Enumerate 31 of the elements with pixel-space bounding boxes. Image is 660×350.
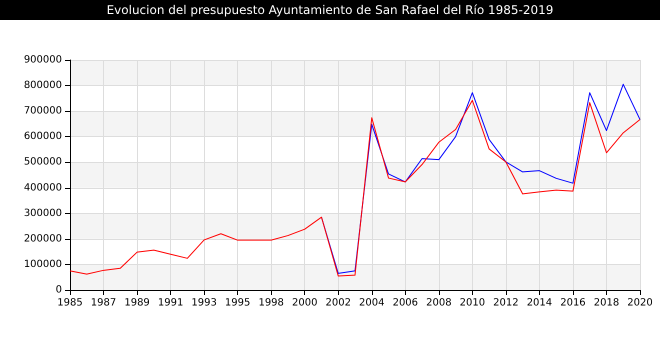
line-series bbox=[70, 100, 640, 276]
y-tick-label: 900000 bbox=[24, 54, 62, 66]
x-tick-label: 2014 bbox=[526, 298, 552, 308]
x-tick-label: 1989 bbox=[124, 298, 150, 308]
x-tick-label: 1985 bbox=[57, 298, 83, 308]
y-tick-label: 500000 bbox=[24, 156, 62, 168]
x-tick-label: 2012 bbox=[493, 298, 519, 308]
x-tick-label: 2002 bbox=[326, 298, 351, 308]
x-tick-label: 2010 bbox=[460, 298, 486, 308]
y-tick-label: 100000 bbox=[24, 258, 62, 270]
y-tick-label: 300000 bbox=[24, 208, 62, 219]
x-tick-label: 2018 bbox=[594, 298, 620, 308]
y-tick-label: 800000 bbox=[24, 80, 62, 92]
chart-title: Evolucion del presupuesto Ayuntamiento de San Rafael del Río 1985-2019 bbox=[0, 0, 660, 20]
x-tick-label: 1998 bbox=[258, 298, 284, 308]
x-tick-label: 2004 bbox=[359, 298, 384, 308]
x-tick-label: 2006 bbox=[392, 298, 418, 308]
line-series bbox=[320, 84, 640, 274]
y-tick-label: 700000 bbox=[24, 106, 62, 117]
y-tick-label: 600000 bbox=[24, 131, 62, 142]
x-tick-label: 2008 bbox=[426, 298, 452, 308]
x-tick-label: 2000 bbox=[292, 298, 318, 308]
x-tick-label: 1991 bbox=[158, 298, 184, 308]
x-tick-label: 1995 bbox=[224, 298, 250, 308]
y-tick-label: 0 bbox=[56, 284, 62, 296]
x-tick-label: 1987 bbox=[90, 298, 116, 308]
y-tick-label: 200000 bbox=[24, 233, 62, 244]
x-tick-label: 1993 bbox=[191, 298, 217, 308]
y-tick-label: 400000 bbox=[24, 182, 62, 194]
x-tick-label: 2016 bbox=[560, 298, 586, 308]
x-tick-label: 2020 bbox=[627, 298, 653, 308]
